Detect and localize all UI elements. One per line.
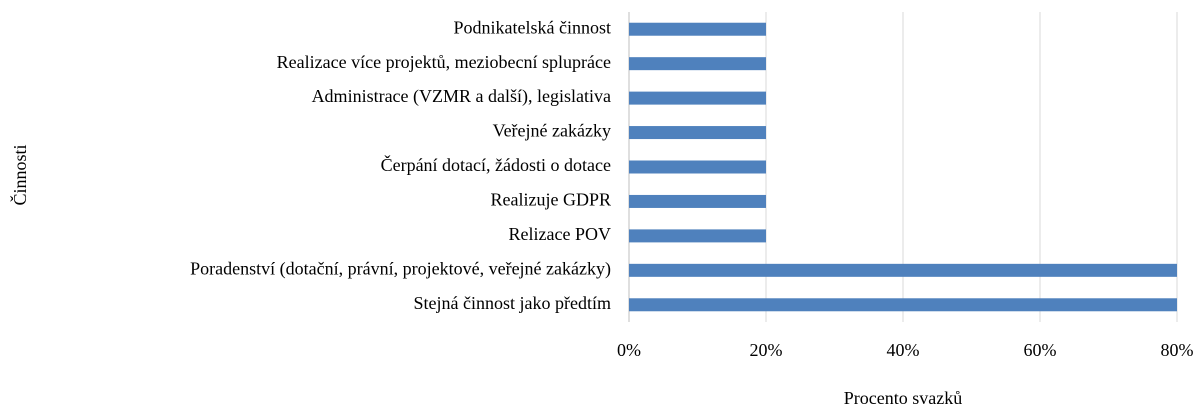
x-tick-label: 60% <box>1024 340 1057 360</box>
y-tick-label: Poradenství (dotační, právní, projektové… <box>190 258 611 279</box>
x-tick-label: 40% <box>887 340 920 360</box>
y-tick-label: Veřejné zakázky <box>493 121 611 141</box>
y-tick-label: Čerpání dotací, žádosti o dotace <box>381 154 611 175</box>
y-tick-label: Realizace více projektů, meziobecní splu… <box>277 52 611 72</box>
x-axis-title: Procento svazků <box>844 388 962 408</box>
bar <box>629 22 766 36</box>
bar <box>629 229 766 243</box>
x-tick-label: 20% <box>750 340 783 360</box>
bar <box>629 160 766 174</box>
x-tick-label: 0% <box>617 340 641 360</box>
y-tick-label: Podnikatelská činnost <box>454 17 611 37</box>
bar <box>629 263 1177 277</box>
bar <box>629 194 766 208</box>
y-tick-label: Realizuje GDPR <box>491 190 611 210</box>
y-tick-label: Stejná činnost jako předtím <box>414 293 611 313</box>
bar <box>629 126 766 140</box>
y-tick-label: Relizace POV <box>509 224 611 244</box>
y-tick-label: Administrace (VZMR a další), legislativa <box>312 86 611 107</box>
bar <box>629 57 766 71</box>
y-axis-title: Činnosti <box>9 144 30 205</box>
bar <box>629 298 1177 312</box>
x-tick-label: 80% <box>1161 340 1194 360</box>
bar <box>629 91 766 105</box>
